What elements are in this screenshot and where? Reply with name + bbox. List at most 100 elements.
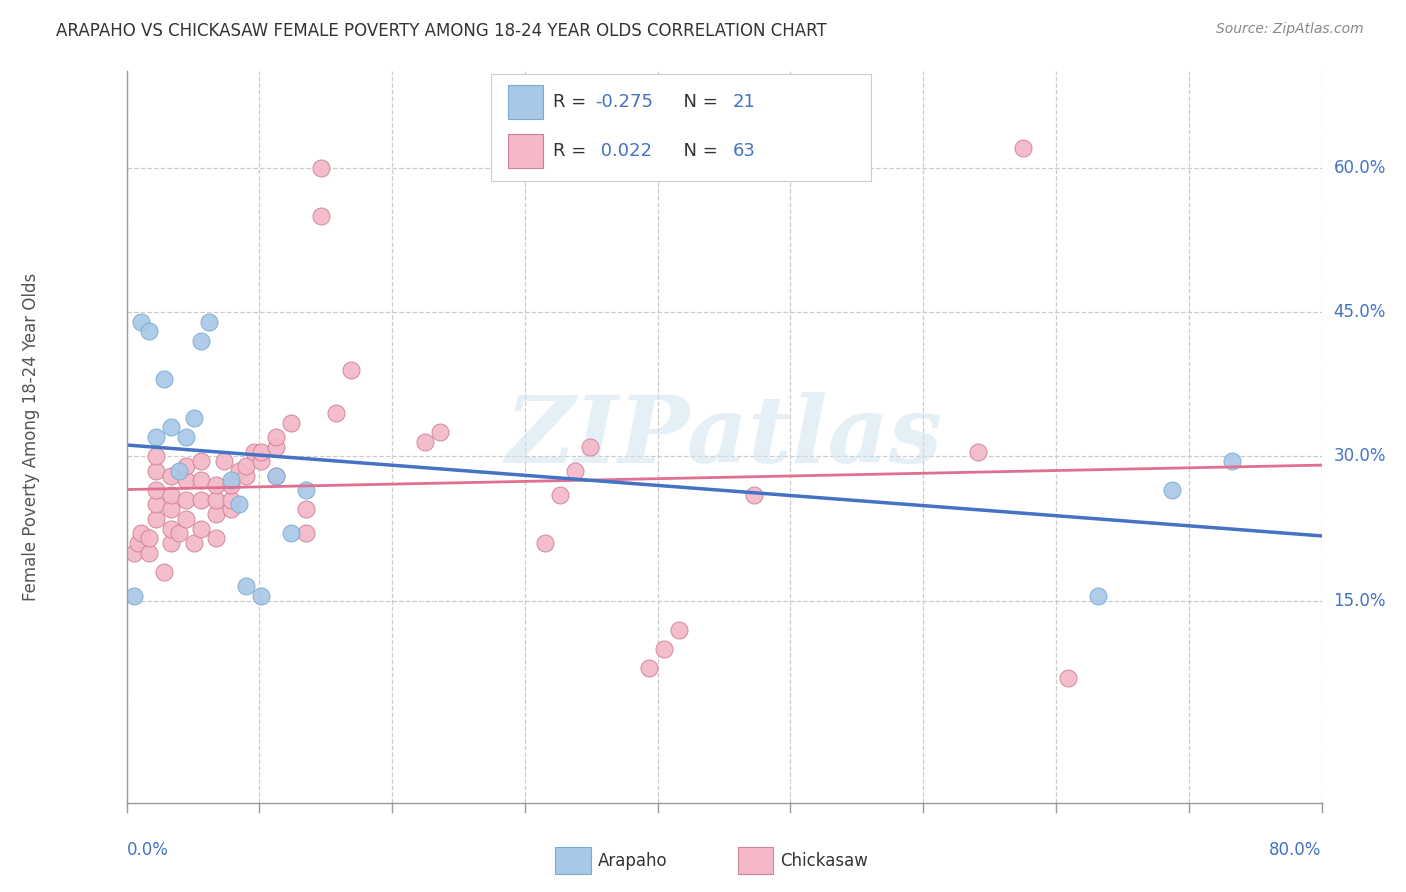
Point <box>228 498 250 512</box>
Point <box>967 444 990 458</box>
Point <box>219 492 242 507</box>
Text: R =: R = <box>553 93 592 111</box>
Point <box>668 623 690 637</box>
Point <box>190 521 212 535</box>
Text: 21: 21 <box>733 93 756 111</box>
Point <box>160 521 183 535</box>
Text: Source: ZipAtlas.com: Source: ZipAtlas.com <box>1216 22 1364 37</box>
Point <box>219 478 242 492</box>
Point <box>174 458 197 473</box>
Point <box>167 526 190 541</box>
Point <box>174 474 197 488</box>
Point <box>264 430 287 444</box>
Text: N =: N = <box>672 93 724 111</box>
Point <box>174 430 197 444</box>
Point <box>205 531 228 545</box>
Point <box>309 161 332 175</box>
Point <box>309 209 332 223</box>
Point <box>294 483 316 497</box>
Text: N =: N = <box>672 143 724 161</box>
Text: 45.0%: 45.0% <box>1334 303 1386 321</box>
Point <box>174 492 197 507</box>
Point <box>235 458 257 473</box>
Point <box>212 454 235 468</box>
Point <box>145 430 167 444</box>
Point <box>127 536 149 550</box>
Point <box>578 440 600 454</box>
Point <box>183 536 205 550</box>
Point <box>742 488 765 502</box>
Point <box>638 661 661 675</box>
Point <box>183 410 205 425</box>
Point <box>339 362 361 376</box>
Point <box>280 416 302 430</box>
Point <box>250 454 273 468</box>
Text: 80.0%: 80.0% <box>1270 841 1322 859</box>
Point <box>122 545 145 559</box>
Point <box>219 474 242 488</box>
Point <box>264 468 287 483</box>
Point <box>219 502 242 516</box>
Text: Female Poverty Among 18-24 Year Olds: Female Poverty Among 18-24 Year Olds <box>22 273 39 601</box>
Point <box>1161 483 1184 497</box>
Text: -0.275: -0.275 <box>595 93 654 111</box>
Text: 0.0%: 0.0% <box>127 841 169 859</box>
Point <box>235 468 257 483</box>
Text: Arapaho: Arapaho <box>598 852 668 870</box>
Point <box>429 425 451 440</box>
Point <box>138 545 160 559</box>
Point <box>145 498 167 512</box>
Point <box>160 488 183 502</box>
Point <box>1220 454 1243 468</box>
Point <box>145 464 167 478</box>
Text: 60.0%: 60.0% <box>1334 159 1386 177</box>
Point <box>652 641 675 656</box>
Text: ARAPAHO VS CHICKASAW FEMALE POVERTY AMONG 18-24 YEAR OLDS CORRELATION CHART: ARAPAHO VS CHICKASAW FEMALE POVERTY AMON… <box>56 22 827 40</box>
Point <box>250 444 273 458</box>
Point <box>205 507 228 521</box>
Point <box>197 315 219 329</box>
Point <box>122 589 145 603</box>
Point <box>138 324 160 338</box>
Point <box>160 536 183 550</box>
Point <box>294 526 316 541</box>
Point <box>235 579 257 593</box>
Point <box>250 589 273 603</box>
Point <box>145 483 167 497</box>
Point <box>1056 671 1078 685</box>
Point <box>280 526 302 541</box>
Text: 15.0%: 15.0% <box>1334 591 1386 610</box>
Point <box>167 464 190 478</box>
Point <box>131 315 153 329</box>
Point <box>294 502 316 516</box>
Text: 63: 63 <box>733 143 756 161</box>
Point <box>264 468 287 483</box>
Point <box>131 526 153 541</box>
Point <box>264 440 287 454</box>
Point <box>190 334 212 348</box>
Text: 30.0%: 30.0% <box>1334 447 1386 466</box>
Point <box>174 512 197 526</box>
Point <box>1087 589 1109 603</box>
Point <box>564 464 586 478</box>
Point <box>153 372 176 386</box>
Point <box>242 444 264 458</box>
Text: ZIPatlas: ZIPatlas <box>506 392 942 482</box>
Text: R =: R = <box>553 143 592 161</box>
Point <box>190 474 212 488</box>
Point <box>534 536 557 550</box>
Point <box>138 531 160 545</box>
Text: Chickasaw: Chickasaw <box>780 852 869 870</box>
Point <box>228 464 250 478</box>
Point <box>145 512 167 526</box>
Point <box>145 450 167 464</box>
Point <box>548 488 571 502</box>
Point <box>1011 141 1033 155</box>
Point <box>153 565 176 579</box>
Point <box>415 434 437 449</box>
Point <box>205 478 228 492</box>
Point <box>190 492 212 507</box>
Point <box>325 406 347 420</box>
Text: 0.022: 0.022 <box>595 143 652 161</box>
Point <box>160 502 183 516</box>
